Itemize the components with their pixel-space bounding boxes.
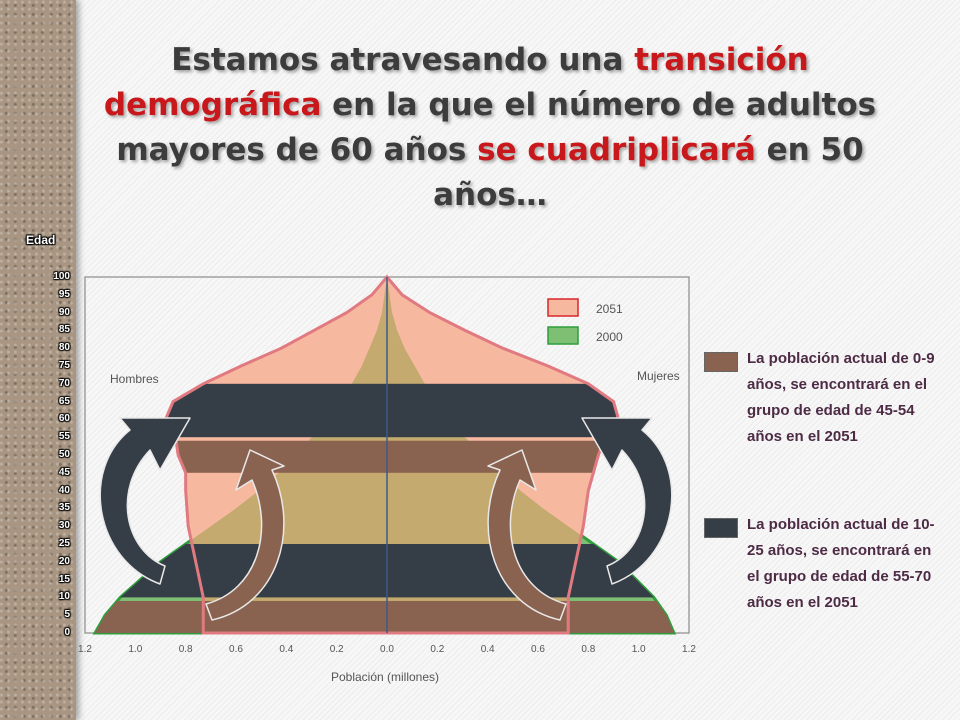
title-highlight: transición demográfica (103, 42, 809, 123)
y-tick-label: 55 (58, 431, 70, 443)
y-tick-label: 75 (58, 360, 70, 371)
females-label: Mujeres (637, 369, 680, 383)
x-axis-title: Población (millones) (330, 670, 440, 684)
legend-label-2000: 2000 (596, 330, 623, 344)
x-tick-label: 1.0 (128, 644, 143, 655)
y-tick-label: 85 (58, 324, 70, 336)
legend-swatch-2000 (547, 326, 579, 345)
title-part: en 50 años… (433, 132, 864, 213)
y-tick-label: 70 (58, 377, 70, 389)
arrow-large-left (99, 417, 191, 585)
y-tick-label: 80 (58, 342, 70, 354)
legend-swatch-2051 (547, 298, 579, 317)
y-axis-title: Edad (26, 233, 56, 247)
x-tick-label: 1.2 (682, 644, 696, 655)
note-10-25: La población actual de 10-25 años, se en… (747, 516, 935, 611)
title-part: Estamos atravesando una (171, 42, 635, 78)
arrow-large-right (581, 417, 673, 585)
y-tick-label: 20 (58, 555, 70, 567)
note-0-9: La población actual de 0-9 años, se enco… (747, 350, 935, 445)
x-tick-label: 0.6 (531, 644, 545, 655)
age-band-45-54- (165, 440, 619, 473)
x-tick-label: 0.2 (430, 644, 445, 655)
x-tick-label: 0.2 (329, 644, 344, 655)
age-band-55-70- (165, 383, 619, 438)
decorative-side-strip (0, 0, 76, 720)
y-tick-label: 0 (64, 627, 70, 638)
legend-label-2051: 2051 (596, 302, 623, 316)
title-part: en la que el número de adultos mayores d… (116, 87, 877, 168)
x-tick-label: 0.0 (380, 644, 394, 655)
x-tick-label: 0.4 (279, 644, 294, 655)
y-tick-label: 90 (58, 306, 70, 318)
x-tick-label: 0.8 (178, 644, 193, 655)
y-tick-label: 50 (58, 449, 70, 460)
x-tick-label: 1.2 (78, 644, 92, 655)
y-tick-label: 60 (58, 413, 70, 425)
slide-title: Estamos atravesando una transición demog… (95, 38, 885, 218)
y-tick-label: 45 (58, 466, 70, 478)
y-tick-label: 30 (58, 520, 70, 532)
x-tick-label: 0.8 (581, 644, 596, 655)
age-band-0-9- (95, 600, 674, 633)
arrow-small-left (205, 449, 285, 621)
title-highlight: se cuadriplicará (477, 132, 756, 168)
series-2051-outline (163, 274, 621, 635)
note-swatch-10-25 (704, 518, 738, 538)
x-tick-label: 0.6 (229, 644, 243, 655)
y-tick-label: 5 (64, 609, 70, 621)
x-tick-label: 0.4 (480, 644, 495, 655)
y-tick-label: 40 (58, 484, 70, 496)
y-tick-label: 15 (58, 573, 70, 585)
y-tick-label: 35 (58, 502, 70, 514)
males-label: Hombres (110, 372, 159, 386)
y-tick-label: 10 (58, 591, 70, 603)
y-tick-label: 100 (53, 271, 70, 282)
x-tick-label: 1.0 (631, 644, 646, 655)
arrow-small-right (487, 449, 567, 621)
note-swatch-0-9 (704, 352, 738, 372)
y-tick-label: 65 (58, 395, 70, 407)
y-tick-label: 25 (58, 538, 70, 549)
y-tick-label: 95 (58, 288, 70, 300)
